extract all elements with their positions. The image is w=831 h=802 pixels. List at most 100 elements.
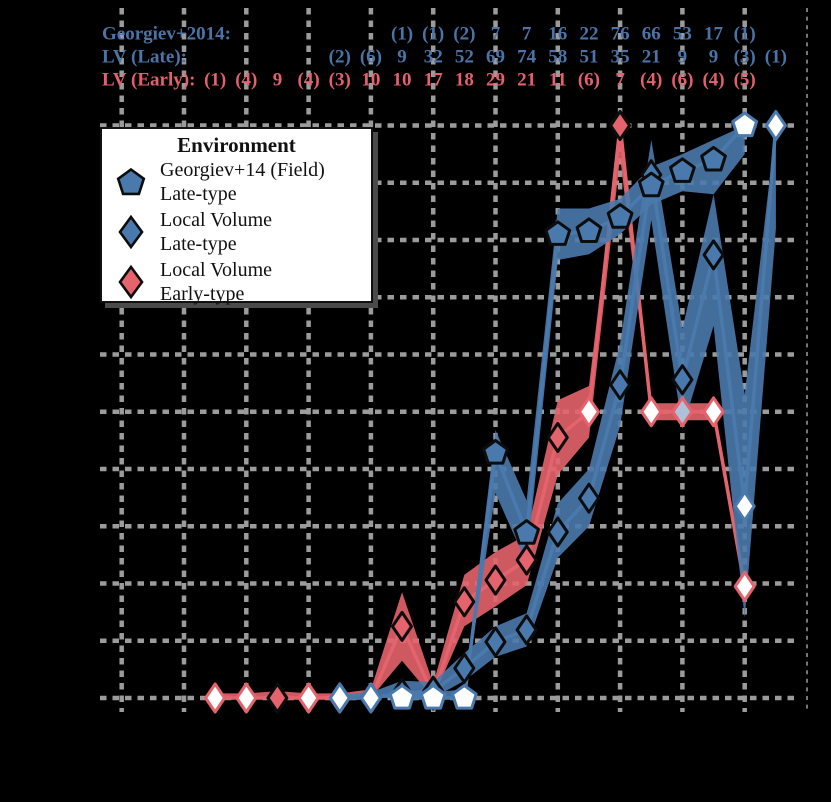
count-value: 35 [611,47,630,68]
count-value: (3) [734,47,756,68]
pentagon-marker-georgiev-field [575,217,603,243]
count-value: 52 [455,47,474,68]
pentagon-marker-georgiev-field [451,684,478,710]
legend: Environment Georgiev+14 (Field) Late-typ… [100,127,373,305]
legend-entry-lv-late: Local Volume Late-type [102,207,371,257]
diamond-marker-lv-late [702,239,725,271]
legend-text-line: Early-type [160,283,245,305]
pentagon-marker-georgiev-field [700,145,727,172]
diamond-icon [118,215,144,249]
diamond-marker-lv-early [609,110,632,141]
diamond-marker-lv-late [733,490,756,522]
count-value: 76 [611,24,630,45]
diamond-marker-lv-late [764,110,787,141]
legend-entry-label: Local Volume Late-type [160,208,272,256]
diamond-marker-lv-late [671,364,694,396]
pentagon-marker-georgiev-field [513,519,540,545]
count-value: 9 [678,47,688,68]
pentagon-icon [116,167,146,196]
pentagon-marker-georgiev-field [637,171,665,198]
count-value: (2) [453,24,475,45]
diamond-icon [118,265,144,299]
diamond-marker-lv-late [546,516,569,548]
diamond-marker-lv-early [546,422,569,453]
count-value: (6) [671,70,693,91]
count-value: 53 [673,24,692,45]
count-value: 9 [397,47,407,68]
diamond-marker-icon [118,265,144,299]
diamond-marker-lv-late [484,626,507,658]
diamond-marker-lv-late [359,682,382,714]
legend-text-line: Georgiev+14 (Field) [160,159,325,181]
diamond-marker-lv-late [328,682,351,714]
count-value: 69 [486,47,505,68]
legend-text-line: Local Volume [160,209,273,231]
count-value: 29 [486,70,505,91]
pentagon-marker-georgiev-field [606,203,634,229]
diamond-marker-lv-early [297,682,320,714]
diamond-marker-lv-late [453,652,476,684]
count-value: (2) [329,47,351,68]
count-value: 18 [455,70,474,91]
count-value: 7 [615,70,625,91]
band-georgiev-field [402,125,745,698]
count-row-label: LV (Early): [102,70,195,91]
diamond-marker-lv-early [484,564,507,596]
count-value: (4) [298,70,320,91]
legend-entry-label: Georgiev+14 (Field) Late-type [160,158,325,206]
count-value: 21 [642,47,661,68]
count-value: (1) [391,24,413,45]
diamond-marker-lv-early [515,544,538,576]
count-value: 74 [517,47,537,68]
pentagon-marker-georgiev-field [669,157,696,183]
count-value: 17 [704,24,724,45]
diamond-marker-lv-late [609,369,632,401]
count-value: (4) [235,70,257,91]
count-value: 66 [642,24,661,45]
diamond-marker-lv-late [515,614,538,646]
count-row-label: LV (Late): [102,47,187,68]
count-value: (4) [640,70,662,91]
pentagon-marker-icon [116,167,146,196]
count-value: (5) [734,70,756,91]
count-value: 11 [549,70,567,91]
diamond-marker-lv-early [391,610,413,642]
diamond-marker-lv-early [453,586,476,618]
pentagon-marker-georgiev-field [731,111,759,138]
count-value: 16 [548,24,567,45]
count-value: 58 [548,47,567,68]
count-value: (6) [578,70,600,91]
legend-text-line: Late-type [160,233,237,255]
count-row-label: Georgiev+2014: [102,24,231,45]
legend-entry-lv-early: Local Volume Early-type [102,257,371,307]
count-value: (4) [702,70,724,91]
diamond-marker-lv-early [671,396,694,428]
diamond-marker-lv-early [702,396,725,428]
diamond-marker-lv-early [578,396,600,428]
diamond-marker-lv-early [204,682,227,714]
count-value: (6) [360,47,382,68]
count-value: (1) [422,24,444,45]
count-value: (1) [204,70,226,91]
diamond-marker-lv-early [266,682,289,714]
count-value: (3) [329,70,351,91]
pentagon-marker-georgiev-field [482,439,509,465]
count-value: 51 [579,47,598,68]
count-value: 9 [709,47,719,68]
count-value: 21 [517,70,536,91]
legend-text-line: Late-type [160,183,237,205]
count-value: 22 [579,24,598,45]
legend-entry-label: Local Volume Early-type [160,258,272,306]
count-value: 7 [491,24,501,45]
count-value: (1) [765,47,787,68]
count-value: 32 [424,47,443,68]
count-value: 10 [393,70,412,91]
pentagon-marker-georgiev-field [419,684,447,710]
legend-title: Environment [177,133,296,157]
count-value: 7 [522,24,532,45]
pentagon-marker-georgiev-field [388,684,416,710]
diamond-marker-lv-early [640,396,663,428]
diamond-marker-lv-early [733,570,756,602]
count-value: 9 [273,70,283,91]
